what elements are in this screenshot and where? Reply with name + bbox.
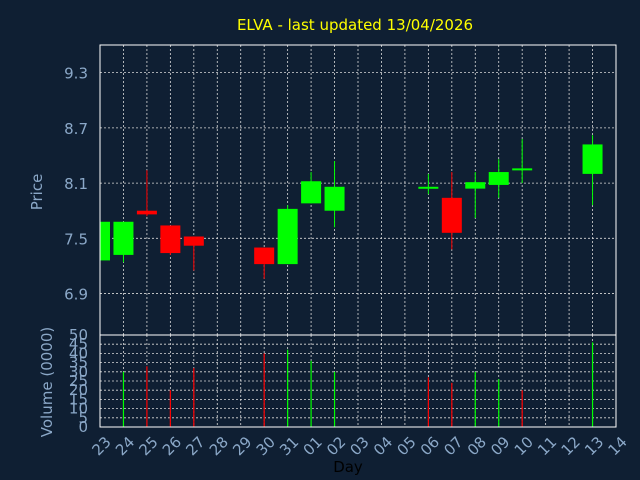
price-axis-label: Price	[28, 174, 46, 211]
candle-body	[113, 221, 134, 255]
volume-tick-label: 10	[69, 400, 88, 418]
volume-tick-label: 40	[69, 344, 88, 362]
x-ticks: 2324252627282930310102030405060708091011…	[89, 433, 631, 459]
candle-body	[301, 181, 322, 204]
volume-tick-label: 35	[69, 354, 88, 372]
price-tick-label: 8.1	[64, 175, 88, 193]
candle-body	[100, 221, 110, 261]
volume-frame	[99, 334, 617, 428]
price-tick-label: 8.7	[64, 120, 88, 138]
candle-body	[160, 225, 181, 254]
candle-body	[183, 236, 204, 246]
volume-tick-label: 20	[69, 381, 88, 399]
price-tick-label: 7.5	[64, 230, 88, 248]
candle-body	[418, 186, 439, 189]
volume-tick-label: 30	[69, 363, 88, 381]
candle-body	[441, 197, 462, 233]
volume-tick-label: 45	[69, 335, 88, 353]
candle-body	[136, 210, 157, 215]
volume-bars	[122, 342, 594, 427]
candle-body	[465, 182, 486, 189]
candle-body	[488, 172, 509, 185]
volume-tick-label: 50	[69, 326, 88, 344]
candles	[99, 135, 603, 279]
volume-tick-label: 5	[78, 409, 88, 427]
volume-tick-label: 25	[69, 372, 88, 390]
chart-title: ELVA - last updated 13/04/2026	[237, 16, 473, 34]
volume-axis-label: Volume (0000)	[38, 327, 56, 437]
candle-body	[324, 186, 345, 211]
volume-tick-label: 15	[69, 390, 88, 408]
candle-body	[582, 144, 603, 174]
price-tick-label: 9.3	[64, 65, 88, 83]
candle-body	[254, 247, 275, 265]
volume-tick-label: 0	[78, 418, 88, 436]
candle-body	[512, 168, 533, 171]
price-y-ticks: 6.9 7.5 8.1 8.7 9.3	[64, 65, 88, 304]
candle-body	[277, 208, 298, 265]
x-axis-label: Day	[333, 458, 363, 476]
price-panel: 6.9 7.5 8.1 8.7 9.3	[64, 44, 617, 336]
price-tick-label: 6.9	[64, 286, 88, 304]
